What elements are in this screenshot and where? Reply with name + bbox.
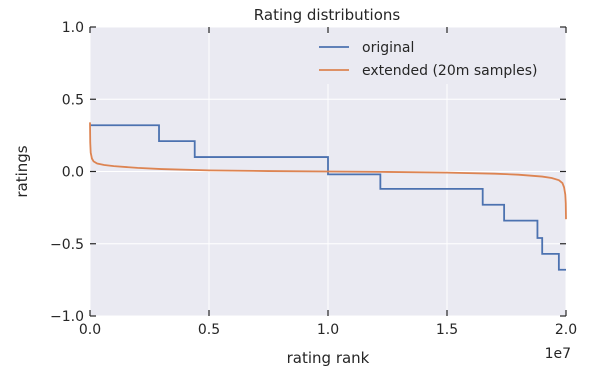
y-tick-label: 1.0: [62, 20, 84, 36]
chart-title: Rating distributions: [254, 6, 401, 24]
y-tick-label: −1.0: [50, 309, 84, 325]
x-tick-label: 0.5: [198, 322, 220, 338]
y-tick-label: 0.5: [62, 92, 84, 108]
legend-box: [311, 34, 559, 84]
x-tick-label: 0.0: [79, 322, 101, 338]
series-line-extended: [89, 122, 567, 220]
legend-label-original: original: [362, 40, 414, 56]
legend-label-extended: extended (20m samples): [362, 63, 538, 79]
x-tick-label: 2.0: [555, 322, 577, 338]
series-line-original: [90, 124, 566, 271]
x-axis-offset-label: 1e7: [545, 346, 571, 362]
x-axis-label: rating rank: [287, 349, 370, 367]
x-tick-label: 1.0: [317, 322, 339, 338]
y-axis-label: ratings: [13, 145, 31, 197]
y-tick-label: 0.0: [62, 165, 84, 181]
x-tick-label: 1.5: [436, 322, 458, 338]
y-tick-label: −0.5: [50, 237, 84, 253]
